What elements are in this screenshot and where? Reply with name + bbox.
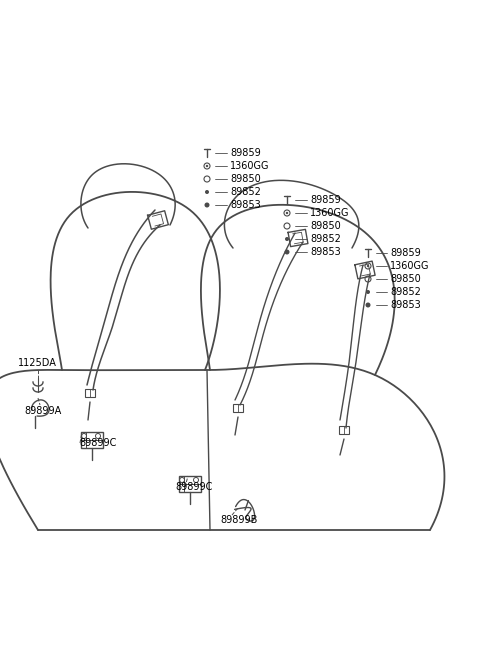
Text: 89852: 89852 (390, 287, 421, 297)
Text: 89850: 89850 (230, 174, 261, 184)
Text: 89853: 89853 (310, 247, 341, 257)
Text: 89899A: 89899A (24, 406, 61, 416)
Circle shape (285, 250, 289, 255)
Circle shape (365, 303, 371, 307)
Text: 89853: 89853 (230, 200, 261, 210)
Circle shape (285, 237, 289, 241)
Circle shape (367, 265, 369, 267)
Text: 89850: 89850 (390, 274, 421, 284)
Text: 89859: 89859 (390, 248, 421, 258)
Text: 1360GG: 1360GG (230, 161, 269, 171)
Text: 89859: 89859 (230, 148, 261, 158)
Text: 89899C: 89899C (79, 438, 116, 448)
Text: 89899B: 89899B (220, 515, 257, 525)
Circle shape (204, 202, 209, 208)
Text: 89853: 89853 (390, 300, 421, 310)
Text: 89852: 89852 (310, 234, 341, 244)
Circle shape (206, 165, 208, 167)
Text: 89852: 89852 (230, 187, 261, 197)
Circle shape (366, 290, 370, 294)
Text: 1360GG: 1360GG (390, 261, 430, 271)
Circle shape (205, 190, 209, 194)
Text: 1360GG: 1360GG (310, 208, 349, 218)
Text: 89850: 89850 (310, 221, 341, 231)
Text: 89859: 89859 (310, 195, 341, 205)
Text: 1125DA: 1125DA (18, 358, 57, 368)
Text: 89899C: 89899C (175, 482, 212, 492)
Circle shape (286, 212, 288, 214)
